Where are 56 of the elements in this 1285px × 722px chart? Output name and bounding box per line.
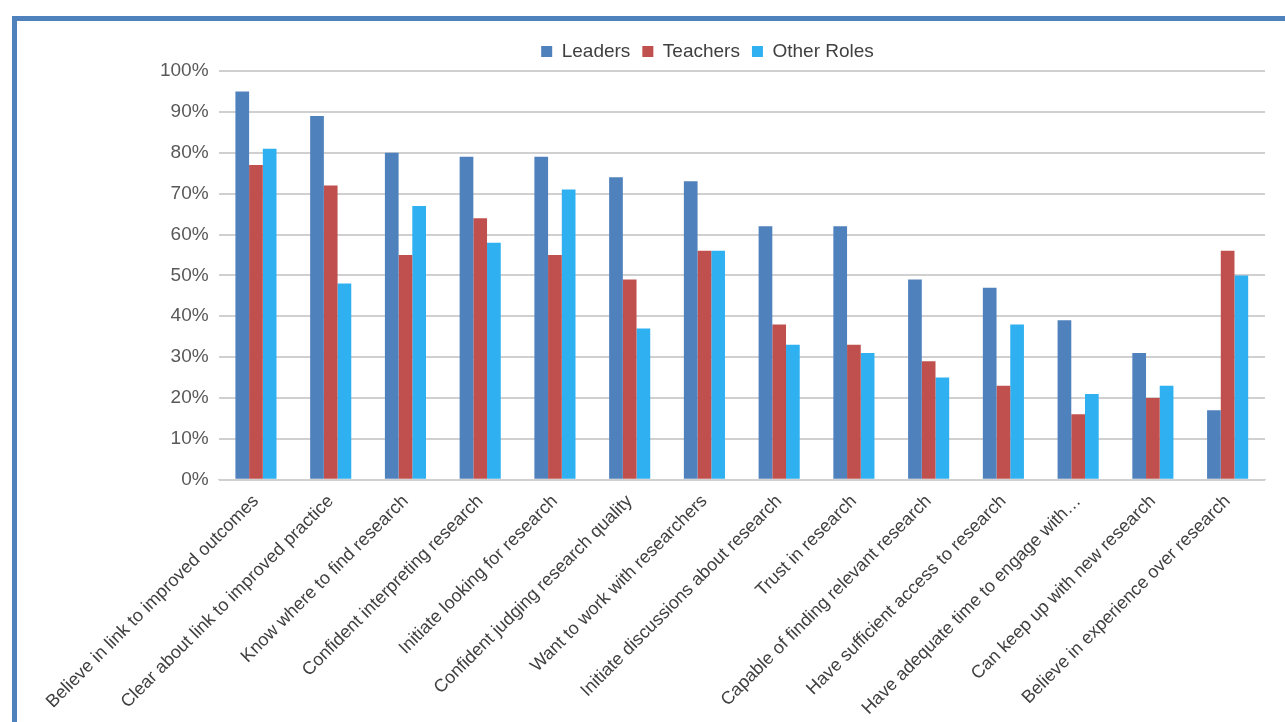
legend-label: Teachers xyxy=(662,39,740,61)
bar xyxy=(833,226,848,479)
bar xyxy=(683,181,698,479)
bar xyxy=(337,283,352,479)
bar xyxy=(262,148,277,479)
y-tick-label: 30% xyxy=(170,345,209,367)
bar xyxy=(636,328,651,479)
bar xyxy=(1132,353,1147,479)
bar xyxy=(487,242,501,479)
bar xyxy=(847,344,861,479)
bar xyxy=(473,218,488,479)
bar xyxy=(1084,393,1099,479)
y-tick-label: 40% xyxy=(170,304,209,326)
bar xyxy=(1146,398,1160,479)
y-tick-label: 90% xyxy=(170,100,209,122)
bar xyxy=(561,189,576,479)
bar xyxy=(534,156,549,479)
bar xyxy=(548,254,562,479)
bar xyxy=(982,287,997,479)
bar xyxy=(622,279,637,479)
bar xyxy=(697,250,712,479)
bar xyxy=(772,324,787,479)
bar xyxy=(609,177,623,479)
bar xyxy=(249,165,263,479)
bar xyxy=(459,156,474,479)
y-tick-label: 0% xyxy=(181,467,209,489)
y-tick-label: 100% xyxy=(159,59,209,81)
bar xyxy=(384,152,399,479)
bar xyxy=(935,377,950,479)
y-tick-label: 20% xyxy=(170,386,209,408)
bar xyxy=(711,250,725,479)
bar xyxy=(1057,320,1072,479)
bar xyxy=(786,344,800,479)
bar xyxy=(235,91,250,479)
legend-label: Leaders xyxy=(561,39,631,61)
bar xyxy=(1071,414,1085,479)
bar xyxy=(310,115,324,479)
y-tick-label: 60% xyxy=(170,222,209,244)
bar xyxy=(921,361,936,479)
bar xyxy=(412,205,427,479)
bar xyxy=(758,226,773,479)
bar xyxy=(323,185,338,479)
legend-label: Other Roles xyxy=(772,39,874,61)
y-tick-label: 70% xyxy=(170,181,209,203)
bar xyxy=(1159,385,1174,479)
y-tick-label: 80% xyxy=(170,140,209,162)
bar xyxy=(1234,275,1249,479)
bar xyxy=(1220,250,1235,479)
bar xyxy=(1207,410,1221,479)
bar xyxy=(908,279,922,479)
bar xyxy=(398,254,413,479)
bar xyxy=(1010,324,1024,479)
bar xyxy=(860,353,875,479)
y-tick-label: 10% xyxy=(170,427,209,449)
y-tick-label: 50% xyxy=(170,263,209,285)
bar xyxy=(996,385,1011,479)
